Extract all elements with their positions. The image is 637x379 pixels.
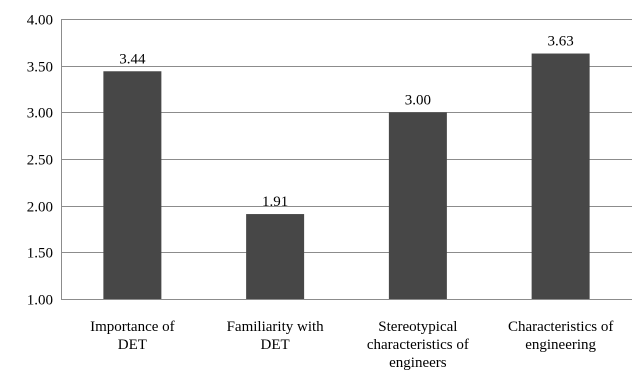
- x-category-label-line: engineers: [389, 355, 447, 371]
- y-tick-label: 3.00: [27, 106, 53, 122]
- x-category-label-line: characteristics of: [367, 337, 469, 353]
- bar-value-label: 1.91: [262, 194, 288, 210]
- x-category-label-line: DET: [118, 337, 147, 353]
- x-category-label: Familiarity with DET: [227, 319, 325, 353]
- data-labels: 3.44 1.91 3.00 3.63: [119, 34, 574, 211]
- x-category-label-line: Stereotypical: [378, 319, 457, 335]
- bar: [388, 112, 447, 299]
- bar: [103, 71, 162, 300]
- y-tick-label: 1.00: [27, 293, 53, 309]
- x-category-label: Stereotypical characteristics of engineers: [367, 319, 469, 371]
- x-axis: Importance of DET Familiarity with DET Stere…: [90, 319, 613, 371]
- x-category-label: Importance of DET: [90, 319, 175, 353]
- bar-value-label: 3.63: [548, 34, 574, 50]
- y-tick-label: 1.50: [27, 246, 53, 262]
- y-tick-label: 4.00: [27, 13, 53, 29]
- bar: [246, 214, 305, 299]
- x-category-label-line: Importance of: [90, 319, 175, 335]
- bars: [103, 53, 590, 300]
- bar-value-label: 3.00: [405, 92, 431, 108]
- y-axis: 1.00 1.50 2.00 2.50 3.00 3.50 4.00: [27, 13, 62, 309]
- y-tick-label: 3.50: [27, 60, 53, 76]
- y-tick-label: 2.50: [27, 153, 53, 169]
- x-category-label-line: engineering: [525, 337, 596, 353]
- y-tick-label: 2.00: [27, 200, 53, 216]
- bar: [531, 53, 590, 300]
- x-category-label-line: DET: [261, 337, 290, 353]
- x-category-label: Characteristics of engineering: [508, 319, 613, 353]
- x-category-label-line: Characteristics of: [508, 319, 613, 335]
- bar-value-label: 3.44: [119, 51, 146, 67]
- x-category-label-line: Familiarity with: [227, 319, 325, 335]
